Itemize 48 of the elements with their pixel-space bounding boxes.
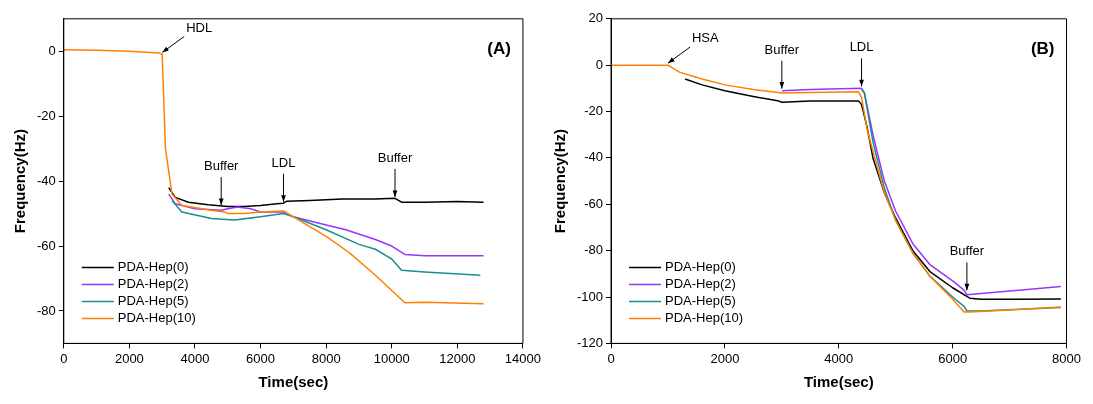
legend-label: PDA-Hep(5) [117,292,189,308]
y-axis-title: Frequency(Hz) [11,129,29,234]
y-tick-label: -20 [584,103,604,119]
x-tick-label: 10000 [373,350,410,366]
x-axis-title: Time(sec) [803,373,874,391]
x-tick-label: 2000 [710,350,740,366]
y-tick-label: -60 [584,195,604,211]
x-tick-label: 8000 [311,350,341,366]
x-tick-label: 4000 [824,350,854,366]
legend-label: PDA-Hep(0) [665,258,736,274]
annotation: Buffer [764,41,800,57]
text: (B) [1030,38,1055,58]
legend-label: PDA-Hep(2) [117,275,189,291]
y-tick-label: -80 [36,302,56,318]
annotation: Buffer [949,243,985,259]
x-tick-label: 0 [607,350,615,366]
text: (A) [487,38,511,58]
x-tick-label: 6000 [246,350,276,366]
legend-label: PDA-Hep(5) [665,292,736,308]
y-tick-label: -20 [36,107,56,123]
x-tick-label: 8000 [1052,350,1081,366]
y-tick-label: 0 [595,56,604,72]
x-tick-label: 12000 [439,350,476,366]
x-tick-label: 2000 [114,350,144,366]
x-tick-label: 0 [60,350,68,366]
annotation: LDL [271,154,296,170]
y-tick-label: -100 [576,288,604,304]
legend-label: PDA-Hep(2) [665,275,736,291]
annotation: HSA [691,30,720,46]
x-tick-label: 4000 [180,350,210,366]
y-axis-title: Frequency(Hz) [551,129,569,234]
x-axis-title: Time(sec) [258,373,329,391]
x-tick-label: 14000 [504,350,541,366]
annotation: Buffer [203,158,240,174]
y-tick-label: -120 [576,334,604,350]
annotation: Buffer [377,150,413,166]
legend-label: PDA-Hep(10) [117,309,196,325]
y-tick-label: -40 [36,172,56,188]
y-tick-label: -60 [36,237,56,253]
y-tick-label: -80 [584,242,604,258]
annotation: HDL [186,19,213,35]
y-tick-label: 0 [48,42,56,58]
legend-label: PDA-Hep(0) [117,258,189,274]
y-tick-label: 20 [588,10,604,26]
y-tick-label: -40 [584,149,604,165]
legend-label: PDA-Hep(10) [665,309,744,325]
x-tick-label: 6000 [938,350,968,366]
annotation: LDL [849,39,874,55]
